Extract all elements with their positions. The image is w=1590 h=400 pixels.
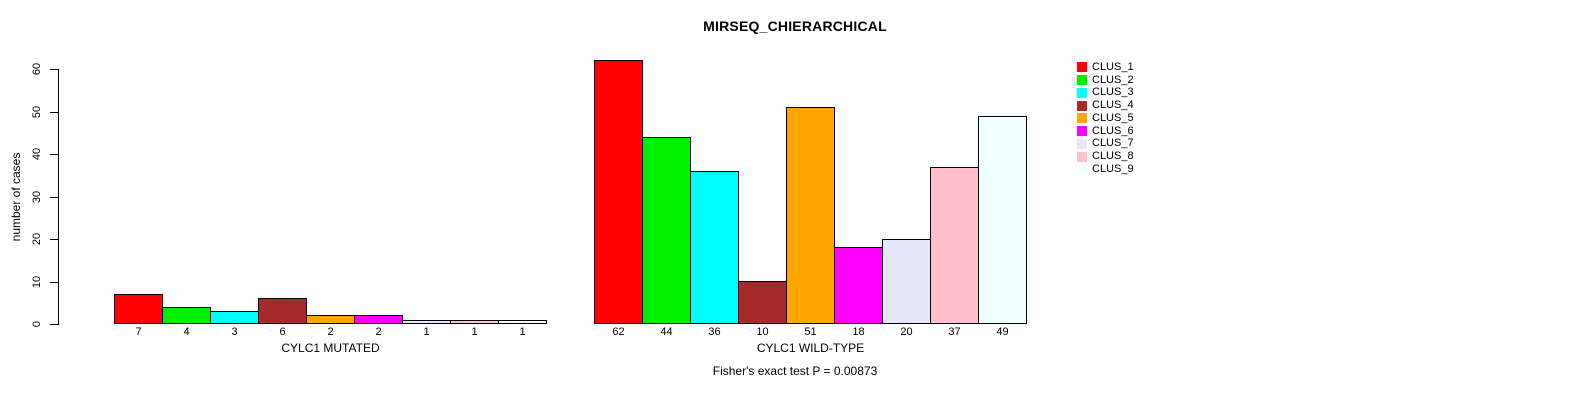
legend-item: CLUS_1 xyxy=(1077,61,1134,74)
bar xyxy=(402,320,451,324)
legend-item-label: CLUS_2 xyxy=(1092,73,1134,86)
legend: CLUS_1 CLUS_2 CLUS_3 CLUS_4 CLUS_5 CLUS_6 CLUS… xyxy=(1077,61,1134,176)
bar-value-label: 51 xyxy=(804,326,817,338)
legend-item-label: CLUS_1 xyxy=(1092,60,1134,73)
x-axis-group-label: CYLC1 WILD-TYPE xyxy=(756,341,865,355)
y-tick-mark xyxy=(50,154,58,155)
legend-item: CLUS_5 xyxy=(1077,112,1134,125)
y-tick-mark xyxy=(50,196,58,198)
y-tick-mark xyxy=(50,281,58,283)
legend-color-swatch xyxy=(1077,75,1087,86)
y-tick-mark xyxy=(50,239,58,240)
bar-value-label: 4 xyxy=(183,326,190,338)
y-tick-label: 40 xyxy=(31,147,43,161)
bar xyxy=(882,239,931,324)
legend-color-swatch xyxy=(1077,100,1087,111)
y-axis-label: number of cases xyxy=(9,152,23,242)
bar-value-label: 1 xyxy=(423,326,430,338)
bar-value-label: 1 xyxy=(471,326,478,338)
annotation-text: Fisher's exact test P = 0.00873 xyxy=(712,364,878,378)
bar-value-label: 20 xyxy=(900,326,913,338)
bar-group xyxy=(114,0,547,324)
bar-value-label: 18 xyxy=(852,326,865,338)
bar xyxy=(162,307,211,324)
bar xyxy=(786,107,835,324)
bar xyxy=(978,116,1027,324)
bar xyxy=(642,137,691,324)
legend-color-swatch xyxy=(1077,151,1087,162)
bar-value-label: 10 xyxy=(756,326,769,338)
bar-value-label: 44 xyxy=(660,326,673,338)
bar xyxy=(354,315,403,324)
bar xyxy=(930,167,979,324)
legend-item: CLUS_9 xyxy=(1077,163,1134,176)
legend-item-label: CLUS_5 xyxy=(1092,111,1134,124)
legend-item-label: CLUS_4 xyxy=(1092,99,1134,112)
bar-value-label: 49 xyxy=(996,326,1009,338)
bar xyxy=(450,320,499,324)
legend-color-swatch xyxy=(1077,113,1087,124)
legend-item-label: CLUS_6 xyxy=(1092,124,1134,137)
y-tick-mark xyxy=(50,69,58,70)
y-tick-label: 50 xyxy=(31,105,43,118)
legend-item: CLUS_3 xyxy=(1077,87,1134,100)
bar-value-label: 37 xyxy=(948,326,961,338)
bar xyxy=(594,60,643,324)
bar-value-label: 2 xyxy=(375,326,382,338)
legend-item-label: CLUS_3 xyxy=(1092,86,1134,99)
bar-group xyxy=(594,0,1027,324)
legend-item: CLUS_4 xyxy=(1077,99,1134,112)
y-tick-mark xyxy=(50,111,58,113)
legend-item: CLUS_2 xyxy=(1077,74,1134,87)
legend-item-label: CLUS_9 xyxy=(1092,162,1134,175)
y-tick-label: 30 xyxy=(31,190,43,203)
y-tick-label: 60 xyxy=(31,62,43,76)
bar-value-label: 3 xyxy=(231,326,238,338)
y-tick-label: 10 xyxy=(31,275,43,288)
legend-item: CLUS_7 xyxy=(1077,138,1134,151)
bar xyxy=(306,315,355,324)
bar-value-label: 1 xyxy=(519,326,526,338)
bar-value-row: 62 44 36 10 51 18 20 37 49 xyxy=(594,326,1027,340)
y-tick-label: 0 xyxy=(31,320,43,328)
bar-value-label: 62 xyxy=(612,326,625,338)
chart-title: MIRSEQ_CHIERARCHICAL xyxy=(703,18,887,34)
legend-item: CLUS_6 xyxy=(1077,125,1134,138)
x-axis-group-label: CYLC1 MUTATED xyxy=(281,341,380,355)
bar-value-label: 7 xyxy=(135,326,142,338)
bar-value-label: 6 xyxy=(279,326,286,338)
legend-item-label: CLUS_7 xyxy=(1092,137,1134,150)
bar xyxy=(690,171,739,324)
bar xyxy=(738,281,787,324)
bar-value-label: 2 xyxy=(327,326,334,338)
legend-color-swatch xyxy=(1077,126,1087,137)
legend-item-label: CLUS_8 xyxy=(1092,150,1134,163)
legend-color-swatch xyxy=(1077,62,1087,73)
bar xyxy=(834,247,883,324)
bar-value-label: 36 xyxy=(708,326,721,338)
bar xyxy=(258,298,307,324)
legend-color-swatch xyxy=(1077,164,1087,175)
bar xyxy=(114,294,163,324)
y-axis-line xyxy=(58,69,59,325)
bar xyxy=(498,320,547,324)
y-tick-mark xyxy=(50,324,58,325)
bar xyxy=(210,311,259,324)
legend-color-swatch xyxy=(1077,87,1087,98)
y-tick-label: 20 xyxy=(31,232,43,246)
legend-color-swatch xyxy=(1077,138,1087,149)
legend-item: CLUS_8 xyxy=(1077,150,1134,163)
bar-value-row: 7 4 3 6 2 2 1 1 1 xyxy=(114,326,547,340)
